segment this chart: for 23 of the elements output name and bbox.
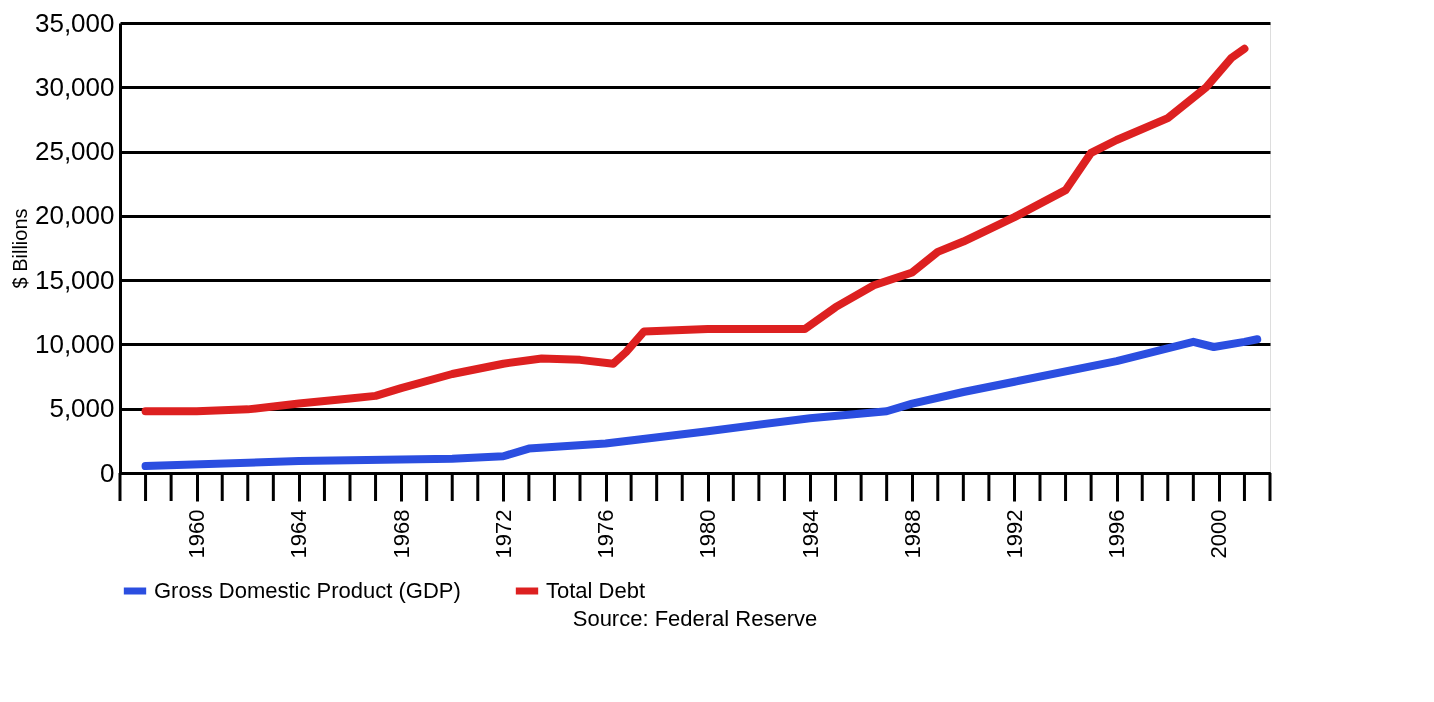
- x-tick-label: 1976: [593, 509, 619, 559]
- x-tick-label: 1984: [797, 509, 823, 559]
- x-tick-label: 1988: [899, 509, 925, 559]
- x-tick-label: 1972: [490, 509, 516, 559]
- y-tick-label: 20,000: [34, 200, 115, 231]
- source-note: Source: Federal Reserve: [572, 606, 818, 631]
- y-tick-label: 15,000: [34, 264, 115, 295]
- x-tick-label: 1968: [388, 509, 414, 559]
- y-tick-label: 30,000: [34, 71, 115, 102]
- y-tick-label: 5,000: [49, 393, 115, 424]
- x-tick-label: 1996: [1104, 509, 1130, 559]
- legend-label: Gross Domestic Product (GDP): [154, 578, 461, 603]
- y-tick-label: 25,000: [34, 136, 115, 167]
- y-tick-label: 35,000: [34, 7, 115, 38]
- y-tick-label: 10,000: [34, 328, 115, 359]
- x-tick-label: 1964: [286, 509, 312, 559]
- x-tick-label: 1992: [1001, 509, 1027, 559]
- legend-label: Total Debt: [546, 578, 646, 603]
- x-tick-label: 2000: [1206, 509, 1232, 559]
- x-tick-label: 1960: [184, 509, 210, 559]
- y-tick-label: 0: [100, 457, 115, 488]
- y-axis-title: $ Billions: [8, 208, 31, 289]
- x-tick-label: 1980: [695, 509, 721, 559]
